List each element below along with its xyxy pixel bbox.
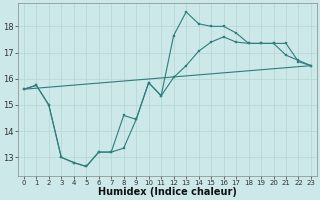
X-axis label: Humidex (Indice chaleur): Humidex (Indice chaleur) bbox=[98, 187, 237, 197]
